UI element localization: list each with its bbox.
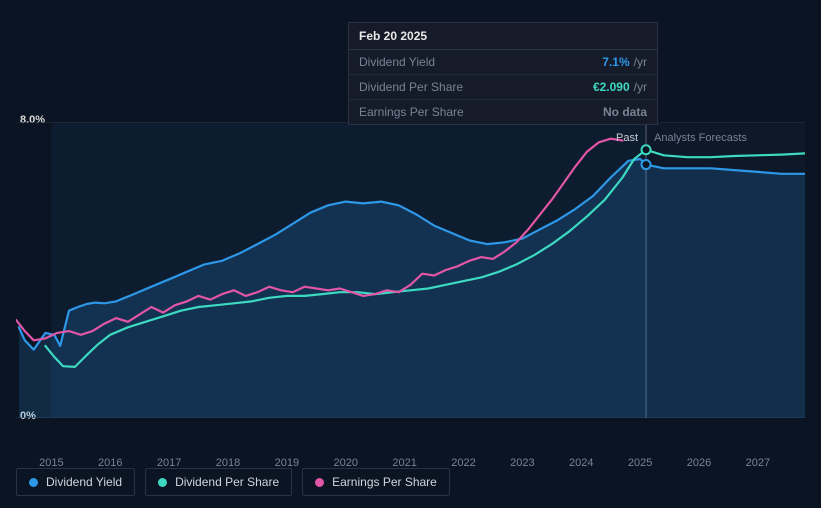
tooltip-unit: /yr: [634, 55, 647, 69]
x-axis-label: 2022: [451, 457, 475, 469]
x-axis-label: 2023: [510, 457, 534, 469]
tooltip-label: Dividend Per Share: [359, 80, 593, 94]
tooltip-label: Dividend Yield: [359, 55, 602, 69]
chart-legend: Dividend Yield Dividend Per Share Earnings…: [16, 468, 450, 496]
legend-label: Dividend Per Share: [175, 475, 279, 489]
tooltip-row: Dividend Yield7.1%/yr: [349, 50, 657, 75]
legend-label: Dividend Yield: [46, 475, 122, 489]
x-axis-label: 2026: [687, 457, 711, 469]
legend-item[interactable]: Dividend Yield: [16, 468, 135, 496]
legend-item[interactable]: Dividend Per Share: [145, 468, 292, 496]
tooltip-value: 7.1%/yr: [602, 55, 647, 69]
x-axis-label: 2025: [628, 457, 652, 469]
legend-dot-icon: [29, 478, 38, 487]
legend-item[interactable]: Earnings Per Share: [302, 468, 450, 496]
tooltip-label: Earnings Per Share: [359, 105, 603, 119]
tooltip-value: No data: [603, 105, 647, 119]
x-axis-label: 2024: [569, 457, 593, 469]
dividend-chart: 8.0%0% 201520162017201820192020202120222…: [16, 104, 805, 449]
past-label: Past: [616, 132, 638, 144]
tooltip-date: Feb 20 2025: [349, 23, 657, 50]
forecast-label: Analysts Forecasts: [654, 132, 747, 144]
tooltip-unit: /yr: [634, 80, 647, 94]
legend-dot-icon: [158, 478, 167, 487]
chart-tooltip: Feb 20 2025 Dividend Yield7.1%/yrDividen…: [348, 22, 658, 125]
tooltip-value: €2.090/yr: [593, 80, 647, 94]
x-axis-label: 2027: [746, 457, 770, 469]
tooltip-row: Earnings Per ShareNo data: [349, 100, 657, 124]
legend-label: Earnings Per Share: [332, 475, 437, 489]
legend-dot-icon: [315, 478, 324, 487]
tooltip-row: Dividend Per Share€2.090/yr: [349, 75, 657, 100]
chart-plot-area[interactable]: [16, 122, 805, 418]
